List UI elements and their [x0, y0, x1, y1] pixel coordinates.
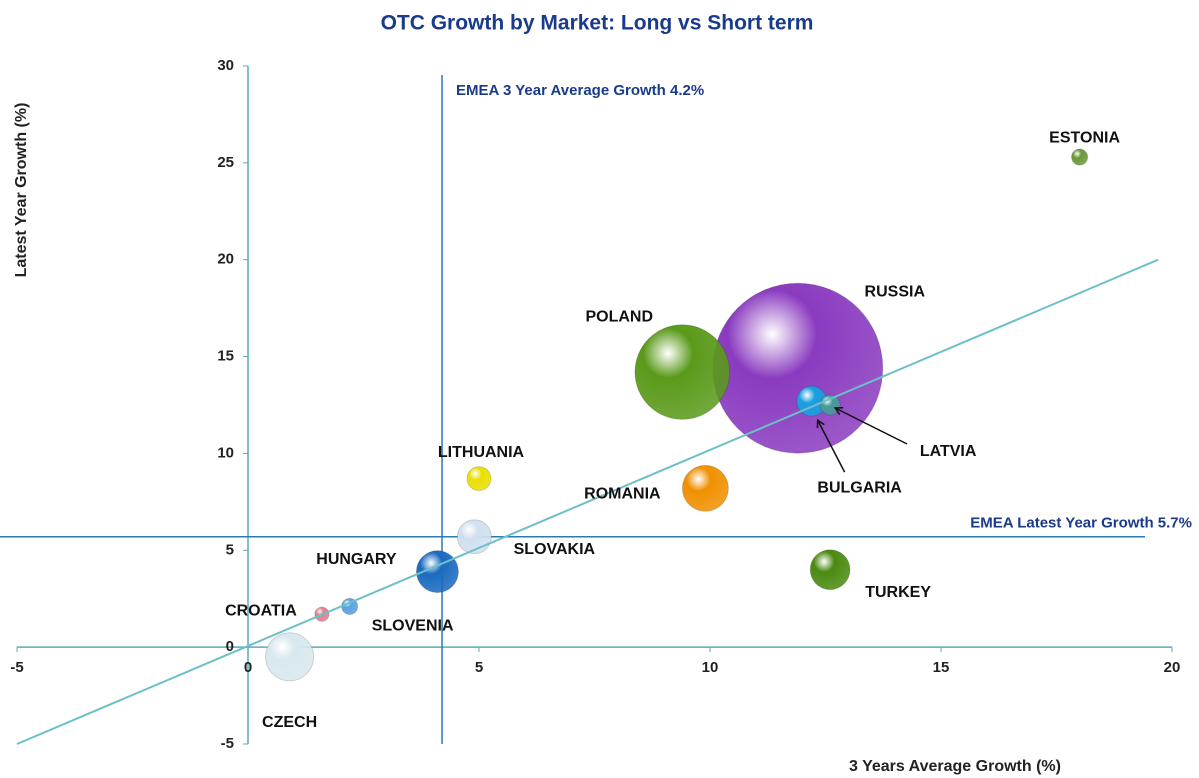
x-tick-label: 10	[702, 659, 719, 676]
y-tick-label: 25	[217, 154, 234, 171]
bubble-label: ESTONIA	[1049, 129, 1120, 146]
bubble-label: CZECH	[262, 714, 317, 731]
trend-line	[16, 258, 1159, 745]
bubble-label: TURKEY	[865, 584, 931, 601]
x-tick-label: 0	[244, 659, 252, 676]
bubble-label: SLOVENIA	[372, 618, 454, 635]
bubble	[712, 282, 884, 454]
label-arrow	[816, 419, 846, 473]
reference-label: EMEA Latest Year Growth 5.7%	[970, 515, 1192, 532]
chart-title: OTC Growth by Market: Long vs Short term	[381, 12, 814, 35]
y-tick-label: 10	[217, 444, 234, 461]
y-tick-label: 5	[226, 541, 234, 558]
bubble-label: ROMANIA	[584, 486, 661, 503]
arrow-head	[816, 418, 825, 429]
label-arrow	[834, 407, 908, 445]
bubble	[681, 464, 729, 512]
x-axis-title: 3 Years Average Growth (%)	[849, 758, 1061, 775]
bubble-label: RUSSIA	[865, 283, 926, 300]
bubble-label: SLOVAKIA	[514, 541, 596, 558]
bubble	[456, 519, 492, 555]
bubble	[466, 466, 492, 492]
bubble-label: BULGARIA	[817, 479, 902, 496]
x-tick-label: 20	[1164, 659, 1181, 676]
bubble	[265, 632, 315, 682]
x-tick-label: 15	[933, 659, 950, 676]
y-tick-label: 0	[226, 638, 234, 655]
bubble-label: HUNGARY	[316, 551, 397, 568]
y-tick-label: -5	[221, 735, 234, 752]
bubble-label: LATVIA	[920, 443, 977, 460]
arrow-head	[833, 406, 844, 415]
bubble-label: CROATIA	[225, 602, 297, 619]
reference-label: EMEA 3 Year Average Growth 4.2%	[456, 82, 704, 99]
y-tick-label: 30	[217, 57, 234, 74]
y-axis-title: Latest Year Growth (%)	[13, 103, 30, 278]
y-tick-label: 20	[217, 251, 234, 268]
x-tick-label: 5	[475, 659, 483, 676]
bubble	[1071, 148, 1089, 166]
y-tick-label: 15	[217, 348, 234, 365]
bubble	[809, 549, 851, 591]
bubble-label: LITHUANIA	[438, 444, 525, 461]
x-tick-label: -5	[10, 659, 23, 676]
bubble	[634, 324, 731, 420]
bubble-label: POLAND	[585, 308, 653, 325]
